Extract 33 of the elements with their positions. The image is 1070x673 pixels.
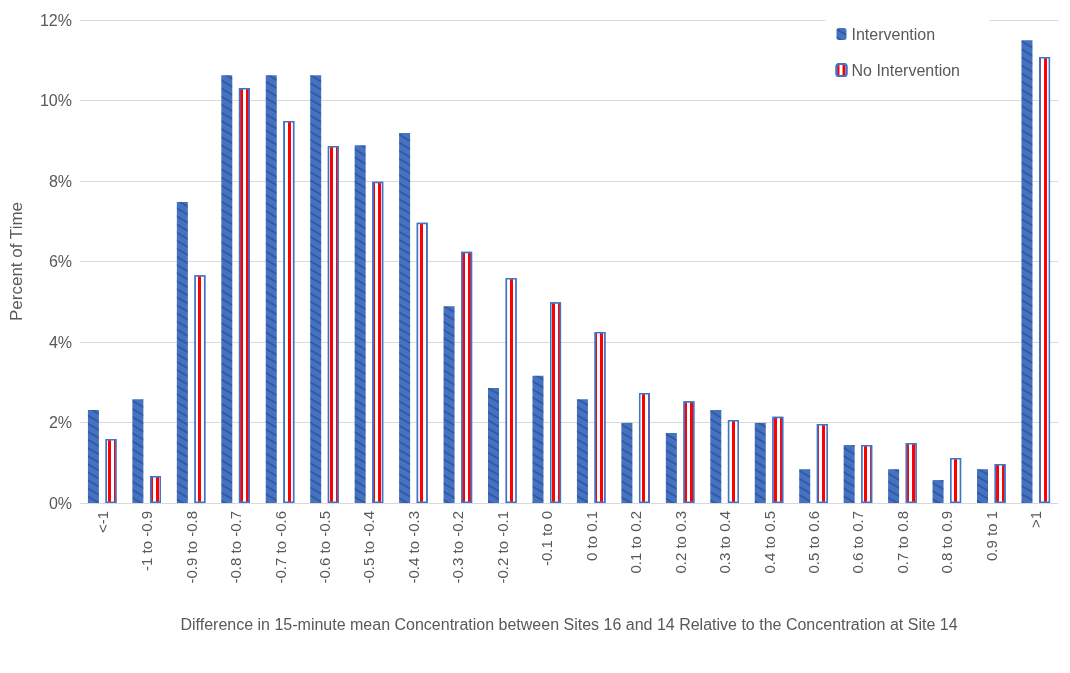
x-tick-label: 0 to 0.1 [582,511,600,562]
y-tick-label: 2% [48,414,72,431]
x-tick-label: -0.9 to -0.8 [182,511,200,584]
x-tick-label: -0.7 to -0.6 [271,511,289,584]
x-tick-label: 0.4 to 0.5 [760,511,778,574]
x-axis-title: Difference in 15-minute mean Concentration between Sites 16 and 14 Relative to the Concentration at Site 14 [180,615,958,633]
x-tick-label: 0.9 to 1 [982,511,1000,562]
y-tick-label: 10% [39,92,72,109]
x-tick-label: 0.3 to 0.4 [716,511,734,574]
y-tick-label: 0% [48,494,72,512]
y-tick-label: 4% [48,333,72,351]
x-tick-label: -0.6 to -0.5 [316,511,333,584]
x-tick-label: 0.5 to 0.6 [805,511,822,574]
x-tick-label: -0.4 to -0.3 [404,511,422,584]
x-tick-label: 0.1 to 0.2 [627,511,645,574]
x-tick-label: 0.7 to 0.8 [893,511,911,574]
x-tick-label: -1 to -0.9 [138,511,156,572]
y-axis-title: Percent of Time [7,201,26,322]
x-tick-label: -0.8 to -0.7 [227,511,245,584]
legend-label: Intervention [851,25,936,43]
x-tick-label: -0.3 to -0.2 [449,511,467,584]
y-tick-label: 12% [39,11,72,29]
x-tick-label: <-1 [93,511,111,534]
y-tick-label: 6% [48,253,72,270]
legend-label: No Intervention [851,61,961,79]
x-tick-label: 0.6 to 0.7 [849,511,867,574]
y-tick-label: 8% [48,172,72,190]
x-tick-label: 0.8 to 0.9 [938,511,956,574]
x-tick-label: -0.2 to -0.1 [493,511,511,584]
x-tick-label: >1 [1027,511,1045,529]
x-tick-label: -0.1 to 0 [538,511,556,567]
x-tick-label: 0.2 to 0.3 [671,511,689,574]
x-tick-label: -0.5 to -0.4 [360,511,378,584]
